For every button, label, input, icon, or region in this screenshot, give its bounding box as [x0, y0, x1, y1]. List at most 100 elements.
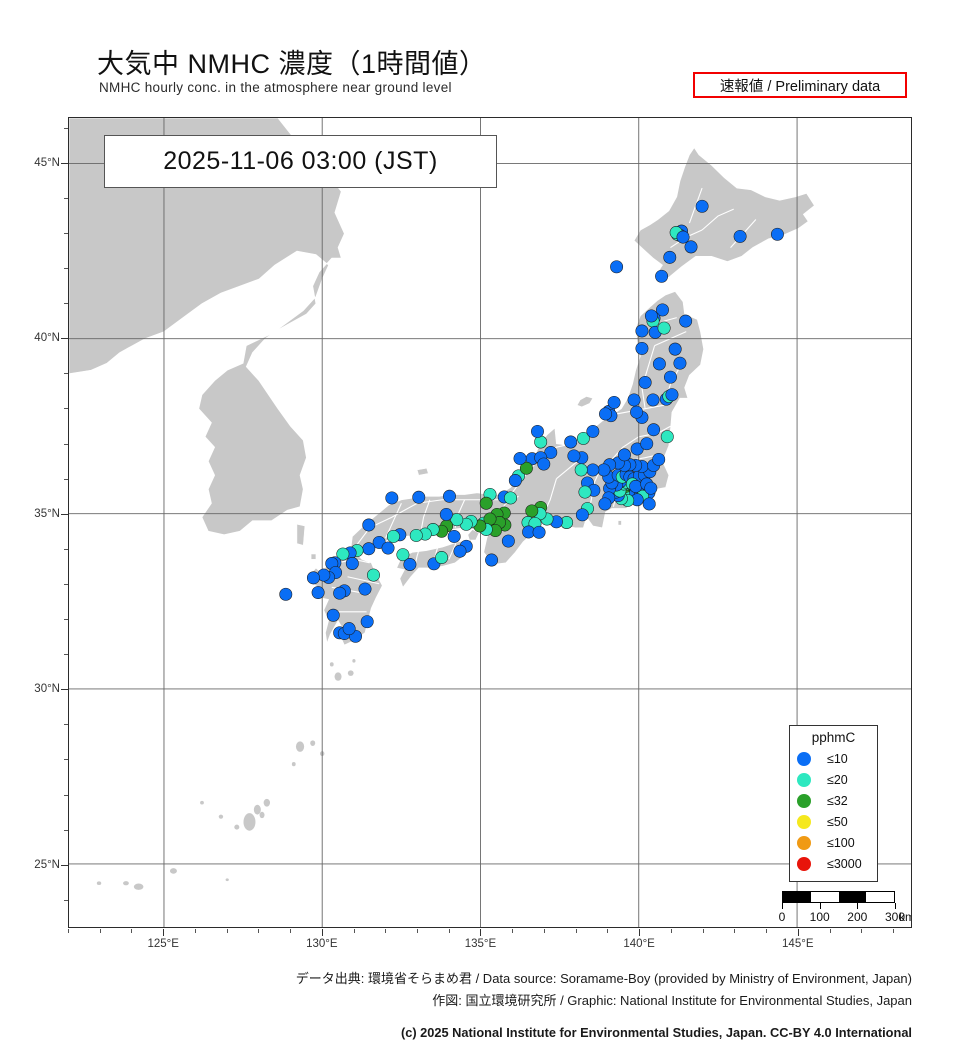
page-title: 大気中 NMHC 濃度（1時間値） — [97, 49, 487, 79]
legend-color-swatch — [797, 856, 811, 871]
y-axis-minor-tick — [64, 794, 68, 796]
x-axis-minor-tick — [353, 929, 355, 933]
preliminary-data-label: 速報値 / Preliminary data — [719, 78, 881, 95]
x-axis-tick — [639, 929, 641, 936]
x-axis-tick — [321, 929, 323, 936]
scale-unit-label: km — [899, 910, 911, 924]
y-axis-minor-tick — [64, 619, 68, 621]
legend-item-label: ≤20 — [827, 772, 848, 787]
y-axis-tick — [61, 513, 68, 515]
page-subtitle: NMHC hourly conc. in the atmosphere near… — [99, 80, 452, 95]
y-axis-minor-tick — [64, 899, 68, 901]
legend-color-swatch — [797, 814, 811, 829]
x-axis-minor-tick — [131, 929, 133, 933]
y-axis-tick-label: 40°N — [34, 332, 60, 345]
legend-item: ≤100 — [790, 832, 877, 853]
x-axis-minor-tick — [702, 929, 704, 933]
x-axis-minor-tick — [734, 929, 736, 933]
legend-rows: ≤10 ≤20 ≤32 ≤50 ≤100 ≤3000 — [790, 748, 877, 874]
y-axis-minor-tick — [64, 829, 68, 831]
y-axis-tick — [61, 338, 68, 340]
x-axis-minor-tick — [670, 929, 672, 933]
scale-tick — [782, 903, 783, 909]
legend-title: pphmC — [811, 730, 856, 745]
y-axis-minor-tick — [64, 267, 68, 269]
x-axis-minor-tick — [194, 929, 196, 933]
y-axis-minor-tick — [64, 583, 68, 585]
scale-tick — [819, 903, 821, 909]
legend-color-swatch — [797, 772, 811, 787]
x-axis-minor-tick — [512, 929, 514, 933]
scale-tick-label: 100 — [809, 910, 830, 924]
y-axis-minor-tick — [64, 373, 68, 375]
japan-map — [69, 118, 911, 927]
y-axis-tick-label: 45°N — [34, 156, 60, 169]
y-axis-tick — [61, 162, 68, 164]
x-axis-tick — [797, 929, 799, 936]
footer-copyright: (c) 2025 National Institute for Environm… — [400, 1025, 912, 1040]
footer-graphic-credit: 作図: 国立環境研究所 / Graphic: National Institut… — [432, 993, 912, 1008]
x-axis-tick-label: 135°E — [464, 938, 497, 950]
x-axis-minor-tick — [99, 929, 101, 933]
y-axis-minor-tick — [64, 759, 68, 761]
legend-item: ≤20 — [790, 769, 877, 790]
legend-color-swatch — [797, 793, 811, 808]
timestamp-box: 2025-11-06 03:00 (JST) — [104, 135, 497, 188]
y-axis-minor-tick — [64, 303, 68, 305]
scale-tick-label: 0 — [778, 910, 786, 924]
x-axis-minor-tick — [543, 929, 545, 933]
map-plot-area[interactable]: 2025-11-06 03:00 (JST) pphmC ≤10 ≤20 ≤32 ≤5… — [68, 117, 912, 928]
legend-item-label: ≤32 — [827, 793, 848, 808]
x-axis-minor-tick — [766, 929, 768, 933]
x-axis-tick-label: 125°E — [147, 938, 179, 950]
scale-tick — [857, 903, 859, 909]
legend-color-swatch — [797, 835, 811, 850]
legend-item-label: ≤3000 — [827, 856, 862, 871]
y-axis-tick-label: 25°N — [34, 858, 60, 871]
scale-bar-labels: 0 100 200 300km — [778, 910, 911, 925]
y-axis-tick — [61, 689, 68, 691]
x-axis-tick-label: 145°E — [782, 938, 814, 950]
legend-item: ≤50 — [790, 811, 877, 832]
x-axis-minor-tick — [829, 929, 831, 933]
x-axis-minor-tick — [417, 929, 419, 933]
y-axis-minor-tick — [64, 408, 68, 410]
preliminary-data-badge: 速報値 / Preliminary data — [693, 72, 907, 98]
y-axis-minor-tick — [64, 654, 68, 656]
scale-bar: 0 100 200 300km — [778, 891, 911, 925]
y-axis-minor-tick — [64, 127, 68, 129]
x-axis-minor-tick — [861, 929, 863, 933]
scale-tick-label: 300 — [884, 910, 906, 924]
timestamp-label: 2025-11-06 03:00 (JST) — [163, 147, 438, 175]
x-axis-tick-label: 130°E — [306, 938, 338, 950]
y-axis-minor-tick — [64, 197, 68, 199]
data-points — [279, 199, 784, 643]
x-axis-minor-tick — [290, 929, 292, 933]
scale-tick-label: 200 — [847, 910, 868, 924]
legend-item: ≤10 — [790, 748, 877, 769]
x-axis-tick — [163, 929, 165, 936]
legend-color-swatch — [797, 751, 811, 766]
x-axis-tick-label: 140°E — [623, 938, 655, 950]
y-axis-tick-label: 30°N — [34, 683, 60, 696]
legend-item-label: ≤10 — [827, 751, 848, 766]
y-axis-minor-tick — [64, 548, 68, 550]
scale-bar-segments — [782, 891, 895, 903]
scale-tick — [895, 903, 896, 909]
y-axis-minor-tick — [64, 232, 68, 234]
legend-item: ≤3000 — [790, 853, 877, 874]
y-axis-minor-tick — [64, 478, 68, 480]
footer-data-source: データ出典: 環境省そらまめ君 / Data source: Soramame-… — [295, 971, 912, 986]
y-axis-tick-label: 35°N — [34, 507, 60, 520]
x-axis-minor-tick — [68, 929, 69, 933]
legend-item-label: ≤50 — [827, 814, 848, 829]
x-axis-minor-tick — [258, 929, 260, 933]
x-axis-minor-tick — [892, 929, 894, 933]
y-axis-tick — [61, 864, 68, 866]
y-axis-minor-tick — [64, 724, 68, 726]
legend-panel: pphmC ≤10 ≤20 ≤32 ≤50 ≤100 ≤3000 — [789, 725, 878, 882]
legend-item-label: ≤100 — [827, 835, 855, 850]
x-axis-minor-tick — [575, 929, 577, 933]
x-axis-minor-tick — [448, 929, 450, 933]
x-axis-tick — [480, 929, 482, 936]
